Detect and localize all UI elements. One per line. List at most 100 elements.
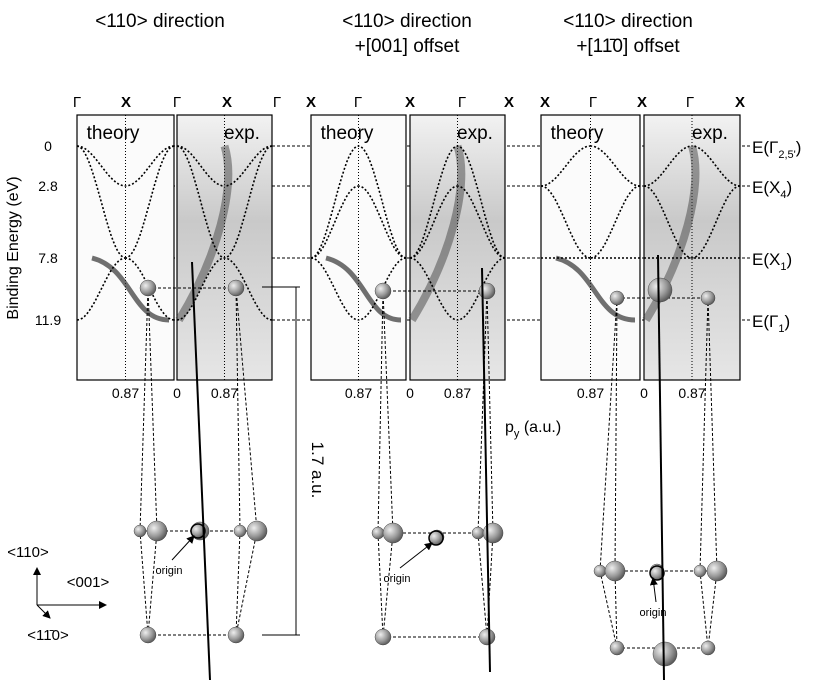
dispersion <box>408 144 466 323</box>
band-curve <box>125 145 175 259</box>
band-curve <box>358 145 407 259</box>
band-curve <box>310 257 359 321</box>
band-curve <box>176 145 225 259</box>
level-sub: 1 <box>778 323 784 335</box>
cell-edge <box>139 530 149 636</box>
band-curve <box>643 185 693 259</box>
atom <box>382 522 404 544</box>
axis-arrow <box>36 604 51 619</box>
origin-label: origin <box>384 573 411 585</box>
band-curve <box>409 145 458 259</box>
axis-label: <001> <box>67 574 110 591</box>
atom <box>139 279 157 297</box>
panel-title: +[001] offset <box>355 36 460 57</box>
band-curve <box>540 145 591 187</box>
panel-title: +[11̄0] offset <box>576 36 680 57</box>
dispersion <box>555 255 636 323</box>
x-tick-label: 0.87 <box>211 385 238 401</box>
band-curve <box>540 185 591 259</box>
cell-edge <box>477 532 488 638</box>
level-end: ) <box>796 138 802 157</box>
origin-atom <box>428 530 444 546</box>
origin-arrow <box>649 577 658 603</box>
level-end: ) <box>786 250 792 269</box>
atom <box>647 277 673 303</box>
level-end: ) <box>786 178 792 197</box>
atom <box>700 290 716 306</box>
dispersion <box>175 144 233 323</box>
level-sub: 1 <box>780 261 786 273</box>
level-sub: 2,5' <box>778 149 795 161</box>
atom <box>652 641 678 667</box>
symmetry-point: Γ <box>73 94 81 111</box>
atom <box>609 290 625 306</box>
atom <box>227 279 245 297</box>
x-main: p <box>505 419 514 436</box>
band-curve <box>224 257 273 321</box>
cell-edge <box>699 297 709 572</box>
cell-edge <box>707 297 718 572</box>
symmetry-point: Γ <box>354 94 362 111</box>
y-tick-label: 2.8 <box>38 178 58 194</box>
level-label: E(Γ1) <box>752 312 790 335</box>
y-tick-label: 11.9 <box>35 312 61 328</box>
atom <box>706 560 728 582</box>
atom <box>146 520 168 542</box>
level-main: E(X <box>752 250 780 269</box>
atom <box>609 640 625 656</box>
origin-label: origin <box>640 607 667 619</box>
origin-arrow <box>171 535 195 561</box>
panel-title: <110> direction <box>95 11 225 32</box>
atom <box>246 520 268 542</box>
band-curve <box>691 145 741 187</box>
x-tick-label: 0.87 <box>678 385 705 401</box>
x-tick-label: 0.87 <box>444 385 471 401</box>
dispersion <box>91 255 170 323</box>
cell-edge <box>139 287 149 532</box>
band-curve <box>457 185 506 259</box>
symmetry-point: Γ <box>173 94 181 111</box>
cell-edge <box>477 290 488 534</box>
theory-label: theory <box>321 123 374 144</box>
exp-label: exp. <box>457 123 493 144</box>
origin-atom <box>190 523 206 539</box>
cell-edge <box>707 570 718 649</box>
theory-label: theory <box>87 123 140 144</box>
symmetry-point: X <box>735 94 745 111</box>
axis-label: <11̄0> <box>27 627 69 644</box>
dimension-label: 1.7 a.u. <box>308 442 327 499</box>
cut-line <box>191 261 211 681</box>
cell-edge <box>377 532 384 638</box>
atom <box>693 564 707 578</box>
atom <box>604 560 626 582</box>
band-curve <box>176 257 225 321</box>
band-curve <box>76 145 126 187</box>
theory-label: theory <box>551 123 604 144</box>
cell-edge <box>699 570 709 649</box>
atom <box>374 628 392 646</box>
band-curve <box>358 185 407 259</box>
cell-edge <box>599 297 618 572</box>
cell-edge <box>614 297 618 572</box>
band-curve <box>76 145 126 259</box>
cell-edge <box>235 287 241 532</box>
symmetry-point: X <box>222 94 232 111</box>
origin-arrow <box>399 542 433 569</box>
cell-edge <box>614 570 618 649</box>
atom <box>374 282 392 300</box>
symmetry-point: Γ <box>458 94 466 111</box>
cell-edge <box>599 570 618 649</box>
x-tick-label: 0.87 <box>112 385 139 401</box>
symmetry-point: Γ <box>686 94 694 111</box>
symmetry-point: X <box>504 94 514 111</box>
symmetry-point: X <box>540 94 550 111</box>
cell-edge <box>235 530 241 636</box>
atom <box>371 526 385 540</box>
cell-edge <box>382 532 394 638</box>
band-curve <box>643 145 693 187</box>
cell-edge <box>235 287 258 532</box>
cell-edge <box>377 290 384 534</box>
symmetry-point: X <box>306 94 316 111</box>
exp-label: exp. <box>692 123 728 144</box>
